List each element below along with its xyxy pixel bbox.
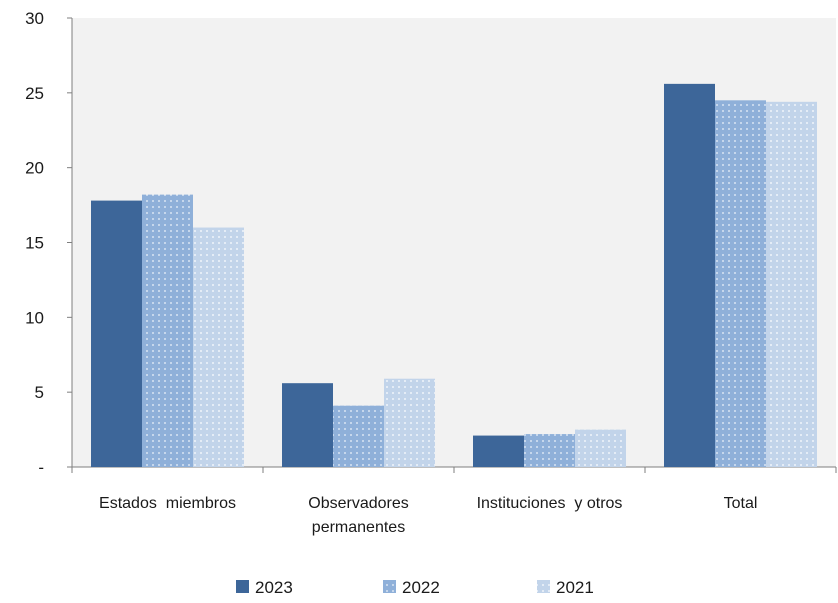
y-tick-label: 25 — [25, 84, 44, 103]
bar-2023-2 — [282, 383, 333, 467]
bar-2022-4 — [715, 100, 766, 468]
y-tick-label: 30 — [25, 9, 44, 28]
legend-swatch-2023 — [236, 580, 249, 593]
y-tick-label: 10 — [25, 308, 44, 327]
y-tick-label: - — [38, 458, 44, 477]
bar-2023-1 — [91, 200, 142, 468]
bar-2021-4 — [766, 101, 817, 468]
legend-label-2021: 2021 — [556, 578, 594, 597]
bar-2021-2 — [384, 378, 435, 467]
x-category-label: Instituciones y otros — [477, 495, 623, 512]
y-tick-label: 20 — [25, 159, 44, 178]
legend-swatch-2022 — [383, 580, 396, 593]
bar-2023-3 — [473, 435, 524, 467]
legend-label-2022: 2022 — [402, 578, 440, 597]
x-category-label: Total — [724, 495, 758, 512]
x-category-label: permanentes — [312, 519, 405, 536]
bar-2023-4 — [664, 83, 715, 467]
bar-2021-1 — [193, 227, 244, 467]
x-category-label: Observadores — [308, 495, 409, 512]
x-category-label: Estados miembros — [99, 495, 236, 512]
bar-2022-3 — [524, 434, 575, 467]
bar-2021-3 — [575, 429, 626, 467]
bar-2022-2 — [333, 405, 384, 467]
y-tick-label: 15 — [25, 234, 44, 253]
bar-2022-1 — [142, 194, 193, 467]
legend-label-2023: 2023 — [255, 578, 293, 597]
y-tick-label: 5 — [35, 383, 44, 402]
legend-swatch-2021 — [537, 580, 550, 593]
